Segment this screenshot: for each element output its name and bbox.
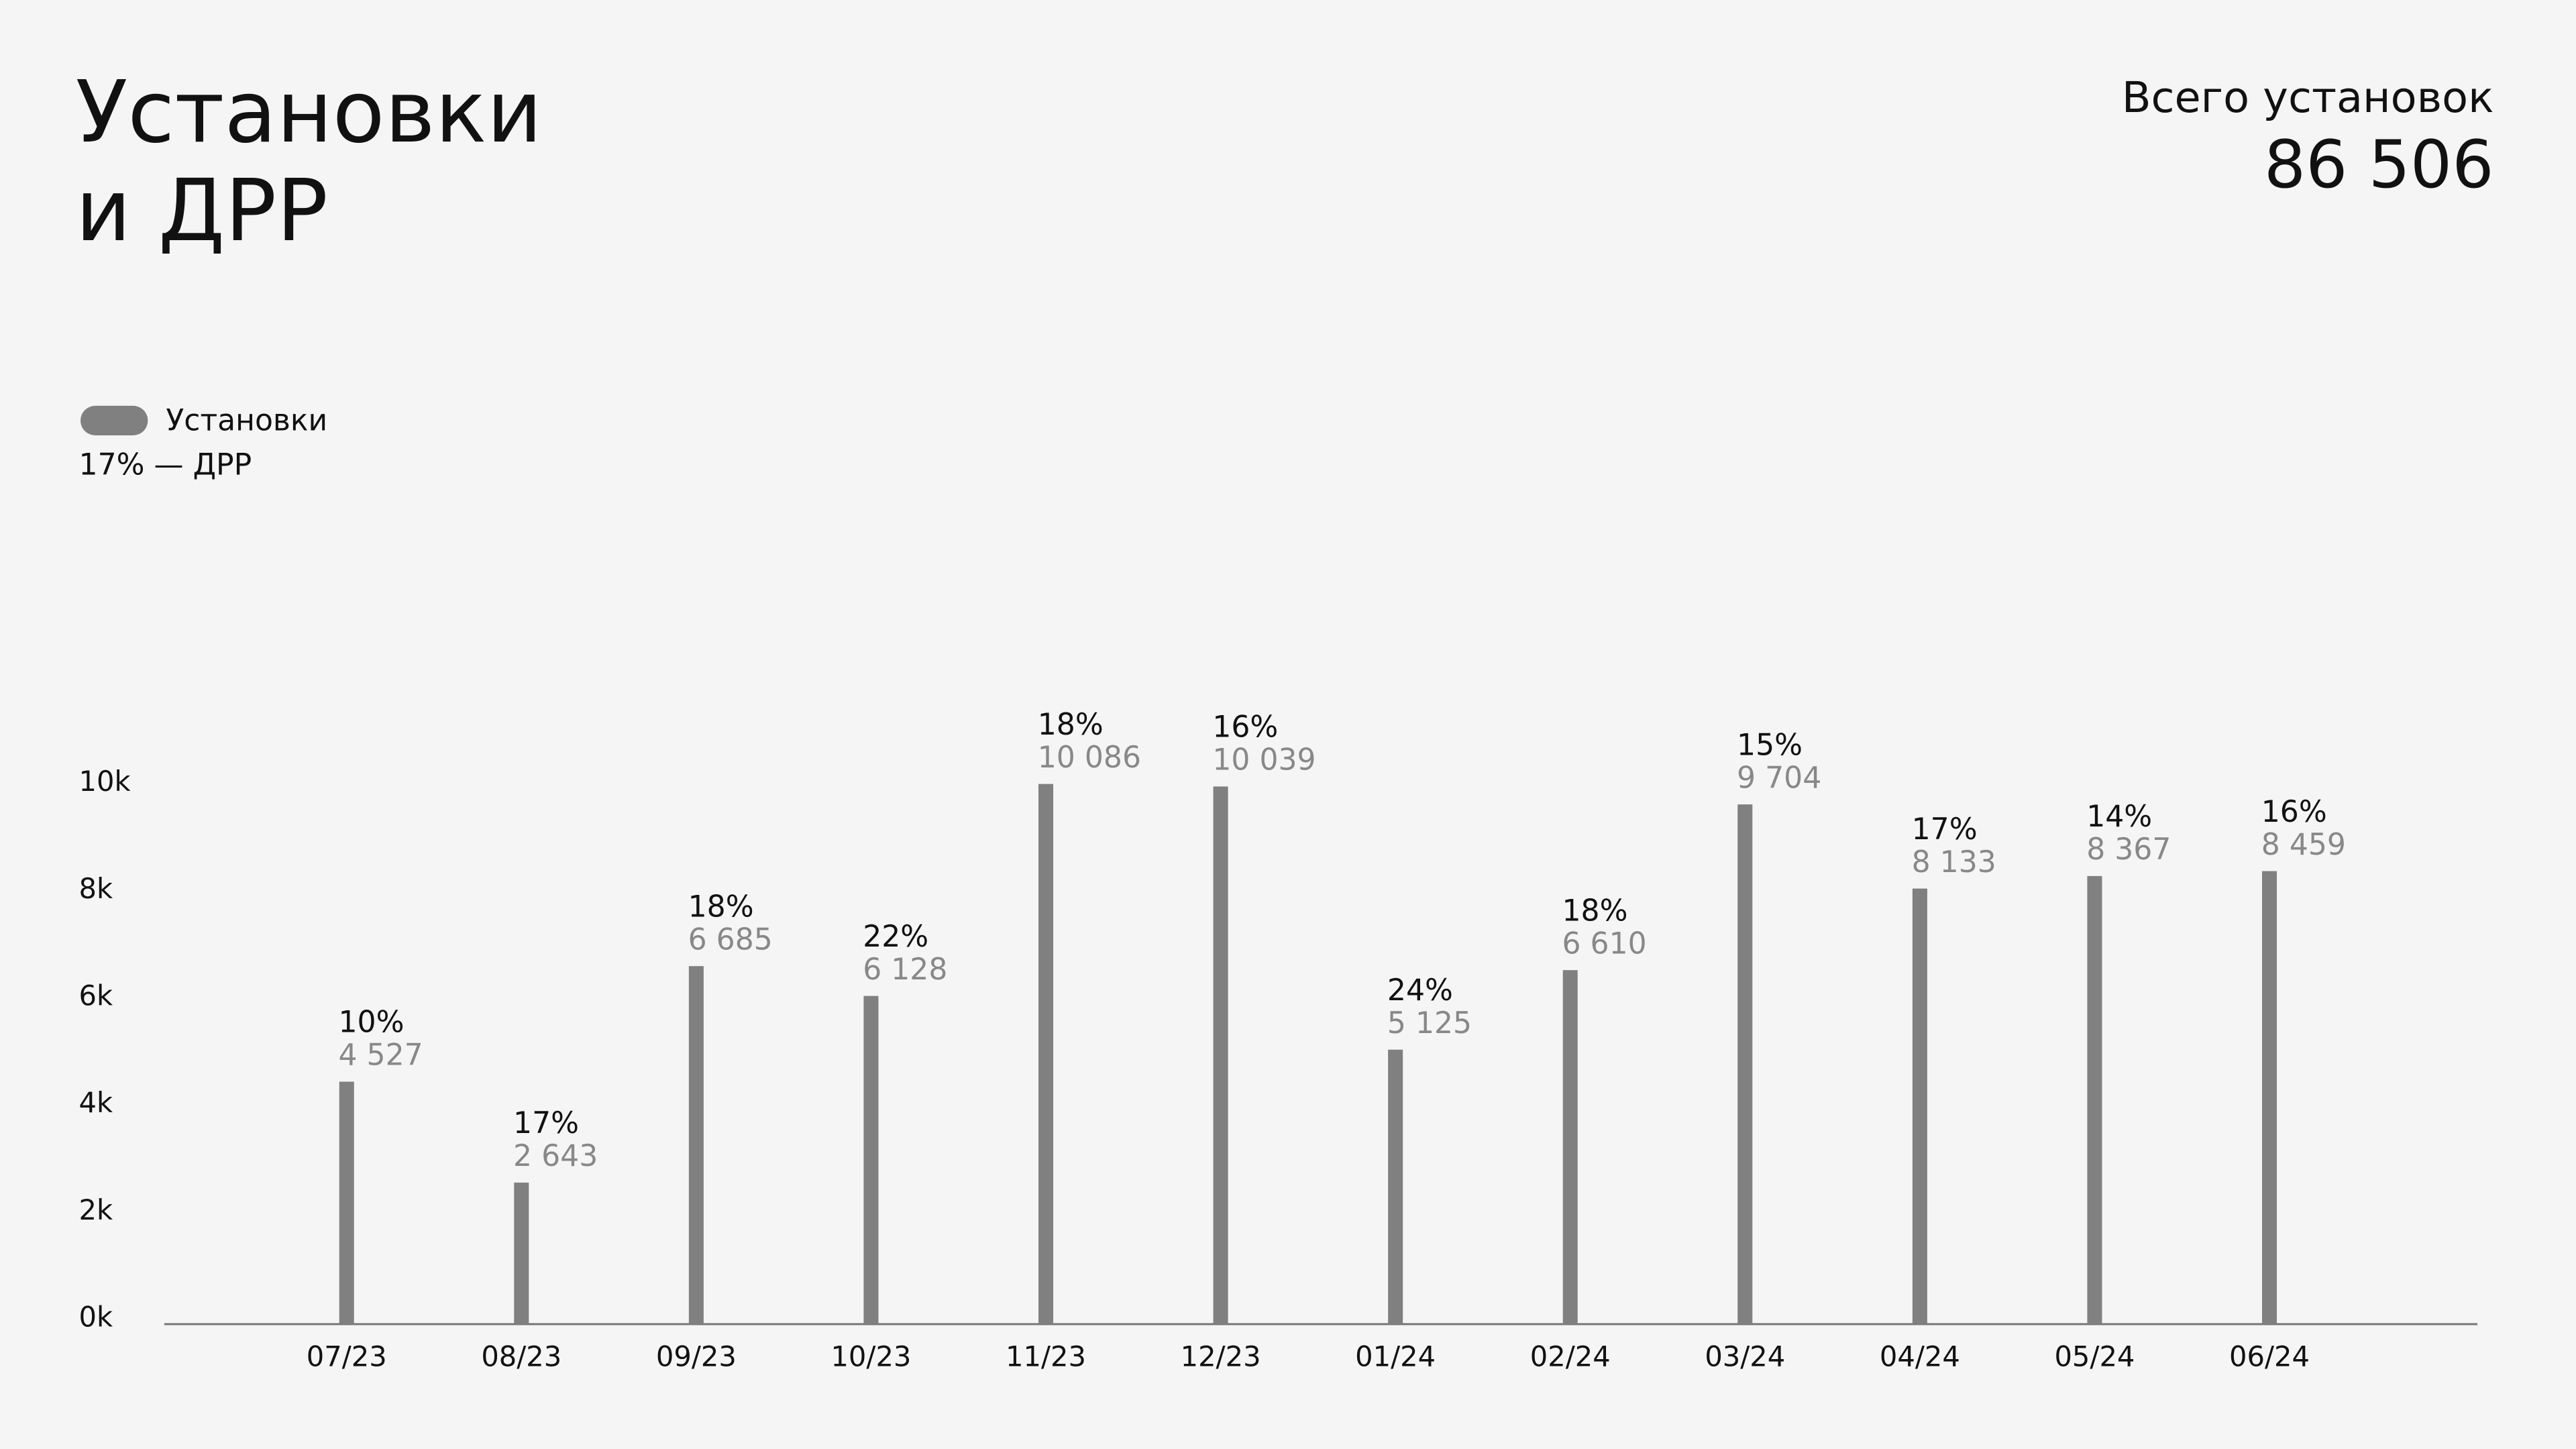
value-label: 6 610 [1562, 926, 1646, 961]
drr-label: 18% [688, 890, 754, 924]
drr-label: 16% [1212, 710, 1278, 745]
drr-label: 24% [1387, 973, 1453, 1008]
drr-label: 10% [338, 1006, 404, 1040]
value-label: 4 527 [338, 1038, 423, 1073]
drr-label: 18% [1562, 894, 1627, 928]
bar [1737, 804, 1753, 1324]
chart-title: Установки [76, 63, 543, 162]
x-tick-label: 03/24 [1705, 1340, 1785, 1373]
y-tick-label: 2k [79, 1193, 113, 1226]
drr-label: 22% [863, 920, 928, 954]
drr-label: 17% [513, 1106, 579, 1140]
bar [1562, 970, 1578, 1324]
x-tick-label: 07/23 [307, 1340, 387, 1373]
x-tick-label: 04/24 [1880, 1340, 1960, 1373]
bar [1912, 888, 1927, 1324]
x-tick-label: 02/24 [1530, 1340, 1611, 1373]
drr-label: 16% [2261, 795, 2327, 829]
drr-label: 18% [1038, 708, 1104, 742]
total-value: 86 506 [2264, 127, 2494, 203]
x-tick-label: 11/23 [1006, 1340, 1086, 1373]
drr-label: 17% [1912, 812, 1978, 847]
legend-label: Установки [166, 403, 327, 437]
x-tick-label: 05/24 [2054, 1340, 2135, 1373]
legend-swatch [80, 405, 148, 435]
bar [339, 1081, 354, 1324]
bar [2262, 871, 2277, 1324]
value-label: 9 704 [1737, 761, 1821, 795]
bar [1038, 784, 1054, 1324]
value-label: 8 133 [1912, 845, 1996, 879]
bar [2087, 875, 2102, 1324]
legend-note: 17% — ДРР [79, 448, 252, 482]
y-tick-label: 4k [79, 1086, 113, 1119]
drr-label: 14% [2086, 800, 2152, 834]
value-label: 10 086 [1038, 741, 1141, 775]
bar [1388, 1049, 1403, 1324]
value-label: 6 128 [863, 953, 947, 987]
value-label: 8 367 [2086, 833, 2171, 867]
y-tick-label: 8k [79, 872, 113, 905]
value-label: 10 039 [1212, 743, 1316, 777]
x-tick-label: 01/24 [1355, 1340, 1436, 1373]
bar [863, 996, 879, 1324]
y-tick-label: 6k [79, 979, 113, 1012]
value-label: 5 125 [1387, 1006, 1472, 1040]
y-tick-label: 10k [79, 765, 131, 798]
value-label: 6 685 [688, 922, 773, 957]
bar [514, 1182, 529, 1324]
y-tick-label: 0k [79, 1301, 113, 1334]
x-tick-label: 08/23 [481, 1340, 561, 1373]
value-label: 8 459 [2261, 828, 2346, 862]
x-tick-label: 10/23 [830, 1340, 911, 1373]
chart-title: и ДРР [76, 162, 328, 261]
x-tick-label: 12/23 [1181, 1340, 1261, 1373]
bar [688, 966, 704, 1324]
bar [1213, 786, 1228, 1324]
drr-label: 15% [1737, 728, 1803, 762]
value-label: 2 643 [513, 1139, 598, 1173]
x-tick-label: 09/23 [656, 1340, 737, 1373]
x-tick-label: 06/24 [2229, 1340, 2310, 1373]
total-title: Всего установок [2122, 73, 2494, 123]
